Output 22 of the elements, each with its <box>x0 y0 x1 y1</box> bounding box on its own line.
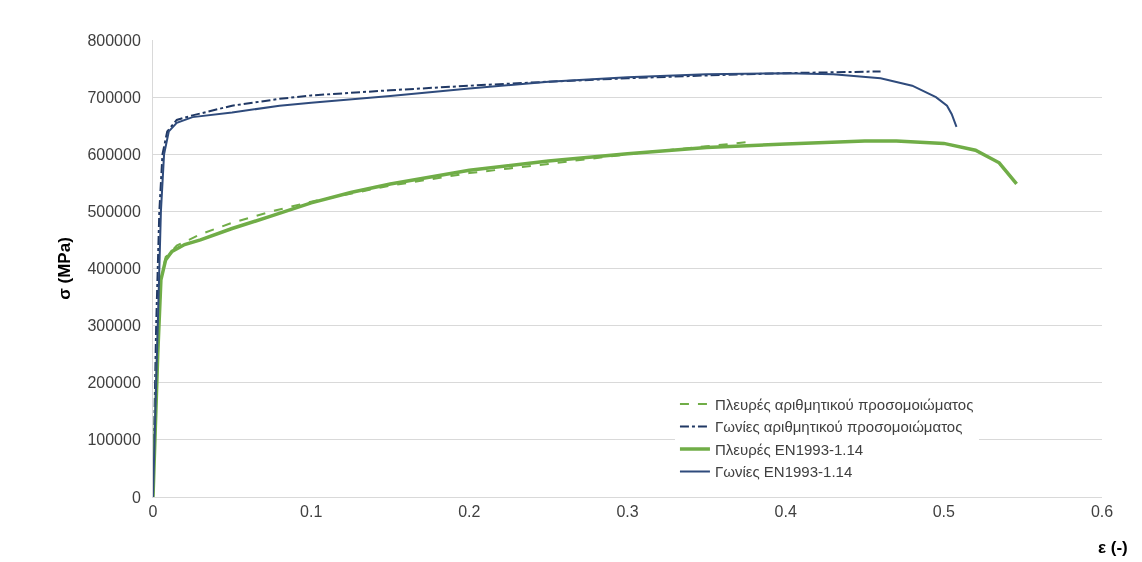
y-tick-label: 500000 <box>87 202 141 220</box>
x-tick-label: 0.6 <box>1090 503 1114 521</box>
y-tick-label: 0 <box>131 488 141 506</box>
x-axis-title: ε (-) <box>1098 538 1128 557</box>
x-tick-label: 0.5 <box>932 503 956 521</box>
y-tick-label: 600000 <box>87 145 141 163</box>
x-tick-label: 0 <box>148 503 158 521</box>
x-tick-label: 0.1 <box>300 503 323 521</box>
y-tick-label: 100000 <box>87 431 141 449</box>
x-tick-label: 0.3 <box>616 503 639 521</box>
x-tick-label: 0.2 <box>458 503 481 521</box>
x-tick-label: 0.4 <box>774 503 797 521</box>
y-tick-label: 700000 <box>87 88 141 106</box>
y-tick-label: 800000 <box>87 31 141 49</box>
legend-label: Πλευρές EN1993-1.14 <box>714 440 864 458</box>
y-tick-label: 300000 <box>87 317 141 335</box>
y-tick-label: 200000 <box>87 374 141 392</box>
y-axis-title: σ (MPa) <box>54 237 74 300</box>
legend-label: Γωνίες αριθμητικού προσομοιώματος <box>714 418 963 436</box>
legend-label: Γωνίες EN1993-1.14 <box>714 463 853 481</box>
legend-label: Πλευρές αριθμητικού προσομοιώματος <box>714 395 974 413</box>
y-tick-label: 400000 <box>87 260 141 278</box>
